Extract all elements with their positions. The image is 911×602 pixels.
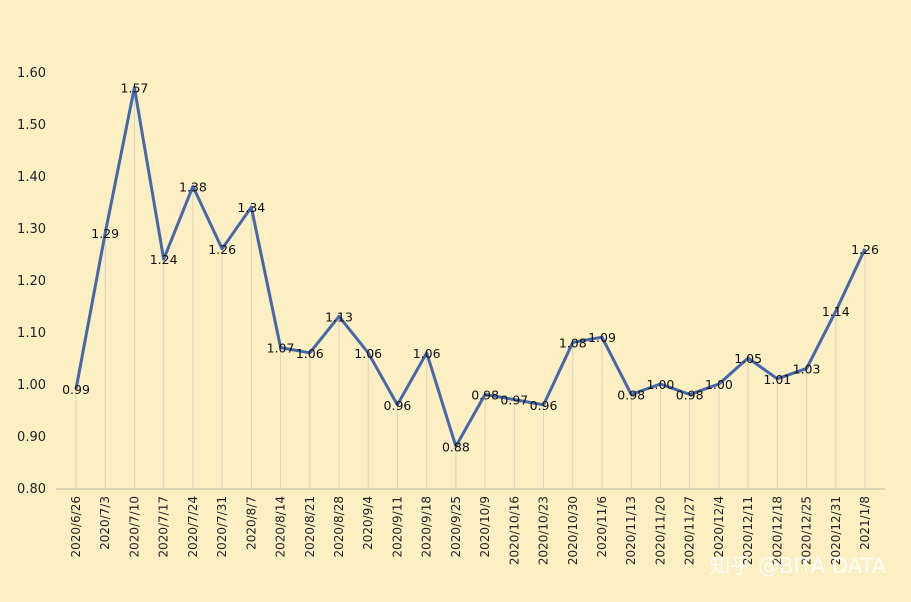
data-label: 1.06: [354, 346, 382, 361]
y-axis: 0.80 0.90 1.00 1.10 1.20 1.30 1.40 1.50 1.60: [17, 66, 46, 497]
data-label: 0.96: [384, 398, 412, 413]
data-label: 0.98: [617, 387, 645, 402]
data-label: 1.13: [325, 309, 353, 324]
x-tick-label: 2020/8/7: [244, 496, 258, 550]
data-label: 1.05: [734, 351, 762, 366]
x-tick-label: 2020/11/20: [653, 496, 667, 565]
data-label: 1.26: [851, 242, 879, 257]
x-tick-label: 2020/7/31: [215, 496, 229, 558]
data-label: 1.06: [296, 346, 324, 361]
x-tick-label: 2020/9/11: [390, 496, 404, 558]
x-tick-label: 2020/8/21: [303, 496, 317, 558]
x-tick-label: 2020/7/3: [98, 496, 112, 550]
x-tick-label: 2020/12/31: [829, 496, 843, 565]
x-tick-label: 2020/11/27: [683, 496, 697, 565]
series-line: [74, 86, 867, 448]
data-label: 1.00: [705, 377, 733, 392]
data-label: 0.97: [500, 393, 528, 408]
data-label: 1.38: [179, 179, 207, 194]
x-tick-label: 2020/9/25: [449, 496, 463, 558]
y-tick-label: 0.80: [17, 482, 46, 497]
x-tick-label: 2020/8/28: [332, 496, 346, 558]
x-tick-label: 2020/11/6: [595, 496, 609, 558]
y-tick-label: 1.50: [17, 118, 46, 133]
watermark: 知乎 @BITA DATA: [709, 554, 886, 578]
x-tick-label: 2020/7/24: [186, 496, 200, 558]
data-label: 1.29: [91, 226, 119, 241]
data-label: 0.98: [471, 387, 499, 402]
data-label: 1.01: [763, 372, 791, 387]
x-tick-label: 2020/12/25: [800, 496, 814, 565]
data-label: 1.00: [647, 377, 675, 392]
x-tick-label: 2021/1/8: [858, 496, 872, 550]
x-tick-label: 2020/9/4: [361, 496, 375, 550]
y-tick-label: 1.10: [17, 326, 46, 341]
data-label: 1.09: [588, 330, 616, 345]
x-tick-label: 2020/10/16: [507, 496, 521, 565]
data-label: 1.24: [150, 252, 178, 267]
x-tick-label: 2020/12/11: [741, 496, 755, 565]
data-label: 1.03: [793, 361, 821, 376]
y-tick-label: 1.30: [17, 222, 46, 237]
data-label: 1.06: [413, 346, 441, 361]
drop-lines: [75, 87, 866, 488]
data-label: 1.08: [559, 335, 587, 350]
y-tick-label: 0.90: [17, 430, 46, 445]
y-tick-label: 1.00: [17, 378, 46, 393]
x-tick-label: 2020/12/4: [712, 496, 726, 558]
x-tick-label: 2020/7/17: [157, 496, 171, 558]
y-tick-label: 1.60: [17, 66, 46, 81]
data-labels: 0.991.291.571.241.381.261.341.07 1.061.13…: [62, 81, 879, 455]
x-tick-label: 2020/6/26: [69, 496, 83, 558]
data-label: 1.34: [237, 200, 265, 215]
data-label: 0.88: [442, 439, 470, 454]
x-tick-label: 2020/10/23: [537, 496, 551, 565]
data-label: 0.98: [676, 387, 704, 402]
x-axis: 2020/6/26 2020/7/3 2020/7/10 2020/7/17 2020/…: [69, 496, 872, 565]
x-tick-label: 2020/10/30: [566, 496, 580, 565]
data-label: 0.96: [530, 398, 558, 413]
x-tick-label: 2020/9/18: [420, 496, 434, 558]
y-tick-label: 1.20: [17, 274, 46, 289]
data-label: 1.57: [121, 81, 149, 96]
data-label: 1.14: [822, 304, 850, 319]
x-tick-label: 2020/11/13: [624, 496, 638, 565]
data-label: 0.99: [62, 382, 90, 397]
x-tick-label: 2020/7/10: [127, 496, 141, 558]
x-tick-label: 2020/10/9: [478, 496, 492, 558]
x-tick-label: 2020/12/18: [770, 496, 784, 565]
data-label: 1.07: [267, 341, 295, 356]
x-tick-label: 2020/8/14: [274, 496, 288, 558]
data-label: 1.26: [208, 242, 236, 257]
y-tick-label: 1.40: [17, 170, 46, 185]
